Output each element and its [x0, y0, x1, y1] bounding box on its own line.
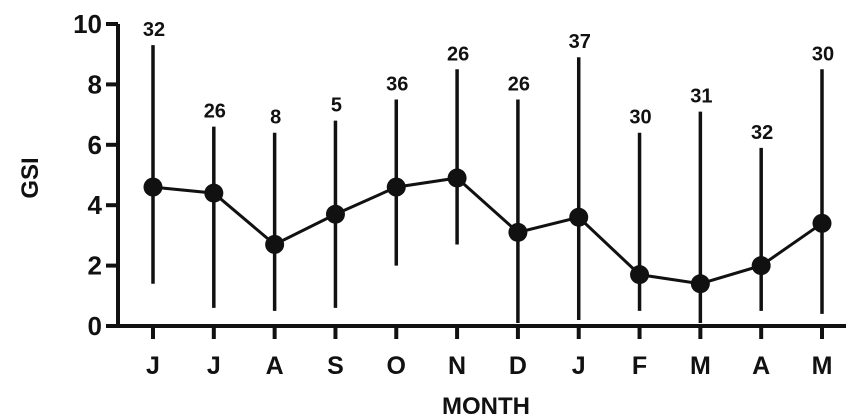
data-points	[143, 168, 832, 294]
data-point	[569, 207, 589, 227]
x-axis-title: MONTH	[442, 393, 530, 418]
sample-size-label: 31	[690, 86, 712, 108]
x-tick-label: J	[207, 352, 221, 380]
x-tick-label: N	[448, 352, 466, 380]
y-tick-label: 8	[88, 69, 102, 99]
sample-size-label: 30	[629, 107, 651, 129]
y-ticks: 0 2 4 6 8 10	[73, 9, 118, 341]
y-tick-label: 6	[88, 130, 102, 160]
data-point	[325, 204, 345, 224]
sample-size-label: 5	[331, 95, 342, 117]
x-tick-label: F	[632, 352, 647, 380]
sample-size-label: 37	[569, 31, 591, 53]
x-tick-label: D	[509, 352, 527, 380]
sample-size-labels: 32 26 8 5 36 26 26 37 30 31 32 30	[143, 19, 834, 144]
y-axis-title: GSI	[17, 157, 44, 198]
x-tick-label: S	[327, 352, 344, 380]
data-point	[204, 183, 224, 203]
sample-size-label: 26	[204, 101, 226, 123]
data-point	[386, 177, 406, 197]
sample-size-label: 26	[447, 43, 469, 65]
series-line	[152, 176, 823, 286]
data-point	[690, 274, 710, 294]
data-point	[751, 256, 771, 276]
x-tick-label: A	[266, 352, 284, 380]
x-tick-label: J	[146, 352, 160, 380]
sample-size-label: 36	[386, 74, 408, 96]
x-tick-label: M	[812, 352, 833, 380]
y-tick-label: 4	[88, 190, 103, 220]
data-point	[508, 222, 528, 242]
sample-size-label: 30	[812, 43, 834, 65]
x-tick-label: J	[572, 352, 586, 380]
sample-size-label: 8	[270, 107, 281, 129]
sample-size-label: 32	[143, 19, 165, 41]
data-point	[630, 265, 650, 285]
y-tick-label: 0	[88, 311, 102, 341]
x-tick-label: M	[690, 352, 711, 380]
series-line-group	[152, 176, 823, 286]
x-tick-label: A	[752, 352, 770, 380]
y-tick-label: 10	[73, 9, 102, 39]
y-tick-label: 2	[88, 251, 102, 281]
data-point	[143, 177, 163, 197]
data-point	[447, 168, 467, 188]
data-point	[812, 213, 832, 233]
axes	[116, 24, 846, 328]
error-bars	[151, 45, 824, 323]
sample-size-label: 26	[508, 74, 530, 96]
sample-size-label: 32	[751, 122, 773, 144]
data-point	[265, 234, 285, 254]
x-tick-label: O	[387, 352, 406, 380]
